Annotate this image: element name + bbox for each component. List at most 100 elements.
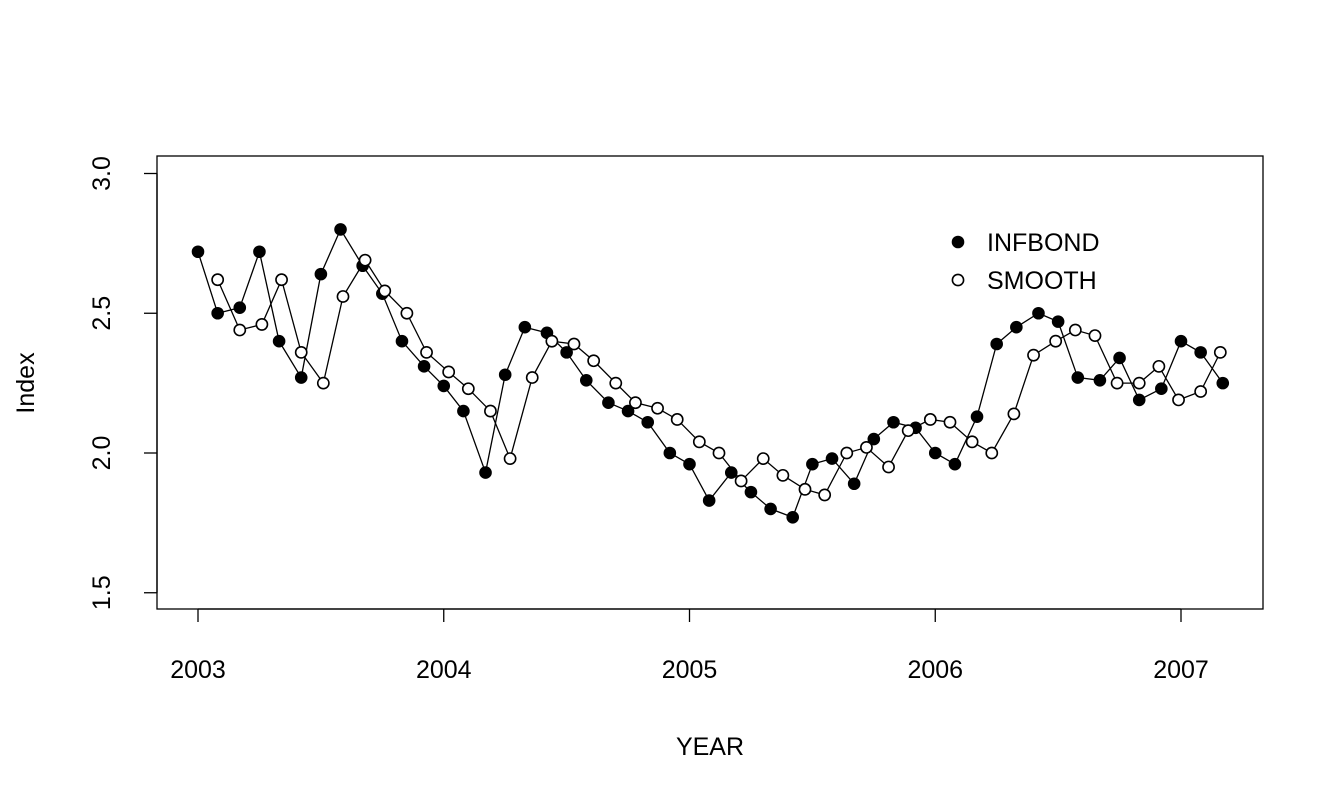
smooth-point <box>651 401 664 415</box>
smooth-point <box>484 404 497 418</box>
smooth-point <box>316 376 330 390</box>
smooth-point <box>943 415 957 429</box>
x-tick-label: 2007 <box>1153 656 1209 684</box>
y-axis: 1.5 2.0 2.5 3.0 <box>88 156 158 610</box>
smooth-point <box>860 441 873 454</box>
infbond-point <box>1051 315 1065 328</box>
smooth-point <box>294 345 308 359</box>
infbond-point <box>602 396 615 409</box>
infbond-point <box>233 301 247 314</box>
infbond-point <box>847 477 861 491</box>
infbond-point <box>479 466 492 479</box>
y-axis-label: Index <box>12 352 40 414</box>
smooth-point <box>1172 393 1185 407</box>
smooth-point <box>692 435 706 449</box>
smooth-point <box>670 413 684 426</box>
smooth-point <box>629 396 642 410</box>
smooth-point <box>255 318 269 331</box>
infbond-point <box>1071 371 1085 384</box>
infbond-point <box>1113 351 1126 365</box>
smooth-point <box>756 452 770 465</box>
infbond-point <box>191 245 205 259</box>
infbond-point <box>1010 320 1023 334</box>
infbond-point <box>744 485 758 499</box>
infbond-point <box>1093 374 1107 387</box>
infbond-point <box>1032 306 1045 320</box>
infbond-point <box>990 337 1003 351</box>
smooth-point <box>1152 359 1166 373</box>
infbond-point <box>457 404 470 418</box>
legend-marker-infbond <box>951 235 965 249</box>
infbond-point <box>417 360 431 373</box>
smooth-point <box>1007 407 1021 421</box>
smooth-point <box>734 474 748 488</box>
infbond-point <box>272 334 286 348</box>
smooth-point <box>545 334 559 348</box>
infbond-point <box>764 502 777 516</box>
infbond-point <box>683 457 696 471</box>
smooth-point <box>965 435 979 449</box>
infbond-point <box>1155 382 1168 396</box>
smooth-point <box>840 446 854 460</box>
series-layer <box>191 223 1230 524</box>
legend-label-infbond: INFBOND <box>987 229 1100 257</box>
infbond-point <box>1216 376 1230 390</box>
smooth-point <box>587 354 601 368</box>
infbond-point <box>970 410 984 423</box>
smooth-point <box>525 371 539 384</box>
smooth-point <box>358 253 372 267</box>
smooth-point <box>1194 385 1208 398</box>
smooth-point <box>503 452 517 465</box>
x-tick-label: 2003 <box>170 656 226 684</box>
infbond-point <box>560 346 573 359</box>
legend-marker-smooth <box>951 273 965 287</box>
infbond-point <box>702 494 716 507</box>
infbond-point <box>663 446 677 460</box>
infbond-point <box>887 415 900 429</box>
infbond-point <box>1132 393 1146 407</box>
x-tick-label: 2005 <box>662 656 718 684</box>
y-tick-label: 2.5 <box>88 296 116 331</box>
smooth-point <box>336 290 350 303</box>
y-tick-label: 1.5 <box>88 575 116 610</box>
smooth-point <box>442 365 456 379</box>
x-axis-label: YEAR <box>676 733 744 761</box>
smooth-point <box>1068 323 1082 337</box>
smooth-point <box>211 273 225 287</box>
infbond-point <box>928 446 942 460</box>
smooth-point <box>882 460 895 474</box>
infbond-point <box>867 432 881 446</box>
smooth-point <box>1132 376 1146 390</box>
smooth-point <box>233 323 247 337</box>
smooth-point <box>1110 376 1124 390</box>
smooth-point <box>275 273 288 287</box>
smooth-point <box>420 345 433 359</box>
x-axis: 2003 2004 2005 2006 2007 <box>170 608 1209 684</box>
smooth-point <box>461 382 475 396</box>
smooth-point <box>567 337 581 351</box>
infbond-point <box>437 379 451 393</box>
smooth-point <box>901 424 915 438</box>
smooth-point <box>1213 345 1227 359</box>
smooth-point <box>378 284 392 298</box>
y-tick-label: 2.0 <box>88 436 116 471</box>
smooth-point <box>1049 334 1063 348</box>
infbond-point <box>395 334 409 348</box>
x-tick-label: 2006 <box>907 656 963 684</box>
smooth-point <box>798 482 812 496</box>
smooth-point <box>818 488 832 502</box>
smooth-line <box>217 258 1221 496</box>
infbond-point <box>724 466 738 479</box>
smooth-point <box>609 376 623 390</box>
smooth-point <box>712 446 726 460</box>
infbond-point <box>294 371 308 384</box>
infbond-point <box>948 457 962 471</box>
infbond-point <box>579 374 593 387</box>
smooth-point <box>923 413 937 426</box>
smooth-point <box>1027 348 1040 362</box>
infbond-point <box>211 306 224 320</box>
smooth-point <box>400 306 414 320</box>
infbond-point <box>1174 334 1188 348</box>
infbond-point <box>334 223 347 236</box>
